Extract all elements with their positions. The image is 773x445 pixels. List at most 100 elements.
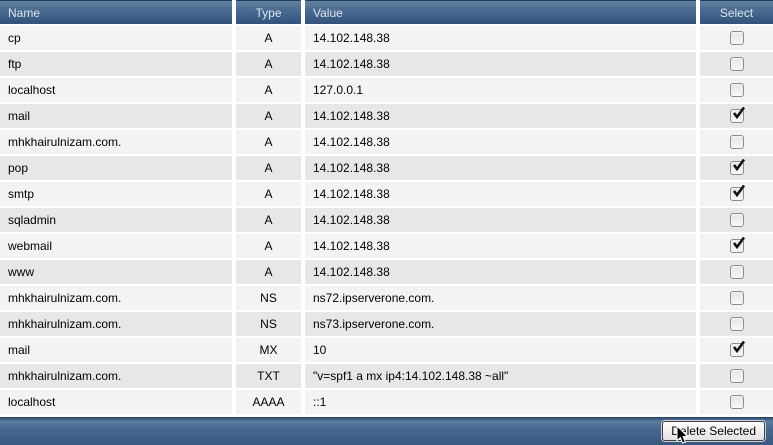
record-name: mail	[0, 104, 232, 128]
record-name: sqladmin	[0, 208, 232, 232]
record-select-cell	[700, 52, 773, 76]
record-name: localhost	[0, 78, 232, 102]
record-select-cell	[700, 26, 773, 50]
record-select-cell	[700, 234, 773, 258]
column-header-select: Select	[700, 0, 773, 24]
record-select-cell	[700, 182, 773, 206]
record-type: A	[236, 26, 301, 50]
record-type: A	[236, 156, 301, 180]
select-checkbox[interactable]	[729, 291, 744, 305]
table-row: sqladmin A 14.102.148.38	[0, 208, 773, 232]
record-name: pop	[0, 156, 232, 180]
record-type: TXT	[236, 364, 301, 388]
record-value: 14.102.148.38	[305, 156, 696, 180]
checkmark-icon	[732, 236, 745, 250]
record-type: A	[236, 208, 301, 232]
column-header-value: Value	[305, 0, 696, 24]
record-value: 14.102.148.38	[305, 234, 696, 258]
record-type: A	[236, 78, 301, 102]
record-type: A	[236, 182, 301, 206]
record-select-cell	[700, 364, 773, 388]
record-name: mhkhairulnizam.com.	[0, 130, 232, 154]
record-name: mhkhairulnizam.com.	[0, 312, 232, 336]
select-checkbox[interactable]	[729, 265, 744, 279]
record-select-cell	[700, 286, 773, 310]
record-name: mail	[0, 338, 232, 362]
table-row: mhkhairulnizam.com. NS ns72.ipserverone.…	[0, 286, 773, 310]
checkmark-icon	[732, 106, 745, 120]
table-body: cp A 14.102.148.38 ftp A 14.102.148.38 l…	[0, 26, 773, 414]
column-header-type: Type	[236, 0, 301, 24]
record-value: 14.102.148.38	[305, 26, 696, 50]
record-value: 14.102.148.38	[305, 260, 696, 284]
select-checkbox[interactable]	[729, 317, 744, 331]
select-checkbox[interactable]	[729, 83, 744, 97]
record-value: ns72.ipserverone.com.	[305, 286, 696, 310]
record-select-cell	[700, 78, 773, 102]
checkmark-icon	[732, 184, 745, 198]
table-row: ftp A 14.102.148.38	[0, 52, 773, 76]
table-row: smtp A 14.102.148.38	[0, 182, 773, 206]
table-header-row: Name Type Value Select	[0, 0, 773, 24]
record-type: MX	[236, 338, 301, 362]
record-name: mhkhairulnizam.com.	[0, 286, 232, 310]
record-type: A	[236, 234, 301, 258]
select-checkbox[interactable]	[729, 395, 744, 409]
table-row: localhost A 127.0.0.1	[0, 78, 773, 102]
record-type: NS	[236, 312, 301, 336]
record-select-cell	[700, 312, 773, 336]
table-row: pop A 14.102.148.38	[0, 156, 773, 180]
record-type: NS	[236, 286, 301, 310]
record-name: ftp	[0, 52, 232, 76]
select-checkbox[interactable]	[729, 184, 745, 201]
record-name: www	[0, 260, 232, 284]
record-value: 14.102.148.38	[305, 208, 696, 232]
record-select-cell	[700, 156, 773, 180]
record-value: "v=spf1 a mx ip4:14.102.148.38 ~all"	[305, 364, 696, 388]
table-row: mhkhairulnizam.com. A 14.102.148.38	[0, 130, 773, 154]
table-row: cp A 14.102.148.38	[0, 26, 773, 50]
checkmark-icon	[732, 340, 745, 354]
mouse-cursor-icon	[676, 426, 689, 444]
select-checkbox[interactable]	[729, 135, 744, 149]
record-type: A	[236, 130, 301, 154]
select-checkbox[interactable]	[729, 31, 744, 45]
table-row: mail A 14.102.148.38	[0, 104, 773, 128]
record-value: 14.102.148.38	[305, 104, 696, 128]
record-type: AAAA	[236, 390, 301, 414]
table-row: www A 14.102.148.38	[0, 260, 773, 284]
select-checkbox[interactable]	[729, 340, 745, 357]
delete-selected-button[interactable]: Delete Selected	[662, 421, 765, 441]
footer-bar: Delete Selected	[0, 417, 773, 445]
table-row: webmail A 14.102.148.38	[0, 234, 773, 258]
select-checkbox[interactable]	[729, 106, 745, 123]
table-row: mhkhairulnizam.com. TXT "v=spf1 a mx ip4…	[0, 364, 773, 388]
table-row: mhkhairulnizam.com. NS ns73.ipserverone.…	[0, 312, 773, 336]
select-checkbox[interactable]	[729, 158, 745, 175]
table-row: localhost AAAA ::1	[0, 390, 773, 414]
record-name: cp	[0, 26, 232, 50]
record-type: A	[236, 104, 301, 128]
record-select-cell	[700, 104, 773, 128]
record-name: webmail	[0, 234, 232, 258]
record-value: ns73.ipserverone.com.	[305, 312, 696, 336]
record-value: 14.102.148.38	[305, 182, 696, 206]
record-select-cell	[700, 390, 773, 414]
record-value: 127.0.0.1	[305, 78, 696, 102]
select-checkbox[interactable]	[729, 236, 745, 253]
select-checkbox[interactable]	[729, 57, 744, 71]
select-checkbox[interactable]	[729, 213, 744, 227]
record-value: 14.102.148.38	[305, 52, 696, 76]
record-name: smtp	[0, 182, 232, 206]
record-value: 14.102.148.38	[305, 130, 696, 154]
select-checkbox[interactable]	[729, 369, 744, 383]
record-select-cell	[700, 208, 773, 232]
record-value: ::1	[305, 390, 696, 414]
record-type: A	[236, 52, 301, 76]
record-value: 10	[305, 338, 696, 362]
column-header-name: Name	[0, 0, 232, 24]
record-type: A	[236, 260, 301, 284]
record-name: localhost	[0, 390, 232, 414]
record-select-cell	[700, 260, 773, 284]
